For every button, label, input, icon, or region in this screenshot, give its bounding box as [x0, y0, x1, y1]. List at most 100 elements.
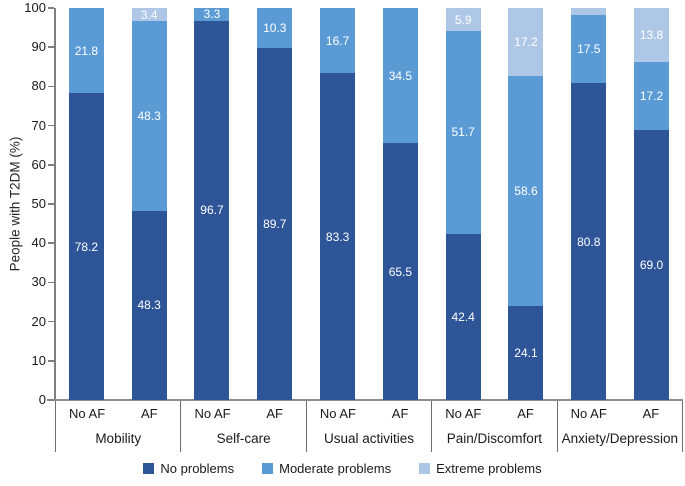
segment-value-label: 3.4: [140, 7, 158, 22]
legend-label-no-problems: No problems: [160, 460, 235, 476]
legend: No problems Moderate problems Extreme prob…: [0, 458, 685, 478]
bar-group-self-care: 96.7 3.3 89.7 10.3: [181, 8, 307, 400]
segment-no-problems: 80.8: [571, 83, 607, 400]
bar-group-usual-activities: 83.3 16.7 65.5 34.5: [306, 8, 432, 400]
segment-value-label: 65.5: [388, 264, 413, 279]
legend-label-moderate-problems: Moderate problems: [279, 460, 392, 476]
segment-value-label: 10.3: [263, 21, 287, 36]
y-tick-mark: [48, 360, 54, 362]
segment-extreme-problems: 17.2: [508, 8, 544, 76]
y-tick-mark: [48, 85, 54, 88]
y-tick-mark: [48, 242, 54, 244]
x-axis-line: [47, 399, 683, 401]
y-tick-label: 40: [31, 235, 46, 251]
segment-extreme-problems: [571, 8, 607, 15]
bar-sublabel-row: No AF AF: [558, 401, 682, 425]
segment-no-problems: 89.7: [257, 48, 293, 400]
bar-group-mobility: 78.2 21.8 48.3 48.3 3.4: [55, 8, 181, 400]
bar-group-pain-discomfort: 42.4 51.7 5.9 24.1 58.6 17.2: [432, 8, 558, 400]
legend-item-extreme-problems: Extreme problems: [419, 460, 542, 476]
segment-value-label: 78.2: [74, 239, 99, 254]
y-tick-label: 0: [38, 392, 46, 407]
segment-moderate-problems: 48.3: [131, 21, 167, 211]
bar-sublabel-pain-discomfort-af: AF: [517, 405, 534, 421]
segment-no-problems: 42.4: [445, 233, 481, 400]
bar-sublabel-usual-activities-no-af: No AF: [319, 405, 356, 421]
y-tick-label: 10: [31, 352, 46, 368]
segment-value-label: 17.5: [577, 41, 601, 56]
bar-sublabel-row: No AF AF: [432, 401, 556, 425]
y-tick-mark: [48, 281, 54, 284]
segment-moderate-problems: 17.5: [571, 14, 607, 84]
segment-no-problems: 96.7: [194, 20, 230, 400]
segment-value-label: 5.9: [454, 12, 472, 27]
bar-anxiety-depression-af: 69.0 17.2 13.8: [634, 8, 670, 400]
segment-value-label: 96.7: [200, 203, 224, 218]
segment-no-problems: 69.0: [634, 129, 670, 400]
bar-anxiety-depression-no-af: 80.8 17.5: [571, 8, 607, 400]
segment-value-label: 89.7: [263, 217, 287, 232]
y-tick-label: 60: [31, 156, 46, 172]
bar-group-anxiety-depression: 80.8 17.5 69.0 17.2 13.8: [557, 8, 683, 400]
segment-value-label: 16.7: [325, 33, 350, 48]
segment-value-label: 58.6: [514, 183, 538, 198]
segment-value-label: 34.5: [388, 68, 413, 83]
legend-swatch-extreme-problems: [419, 462, 431, 474]
bar-sublabel-pain-discomfort-no-af: No AF: [445, 405, 482, 421]
legend-item-no-problems: No problems: [143, 461, 234, 476]
y-tick-mark: [48, 203, 54, 205]
bar-sublabel-self-care-no-af: No AF: [194, 405, 231, 421]
y-tick-mark: [48, 164, 54, 166]
segment-moderate-problems: 51.7: [445, 31, 481, 234]
bar-sublabel-anxiety-depression-no-af: No AF: [570, 405, 607, 421]
segment-value-label: 17.2: [639, 88, 664, 103]
segment-no-problems: 48.3: [131, 210, 167, 400]
bar-mobility-no-af: 78.2 21.8: [68, 8, 104, 400]
bar-sublabel-row: No AF AF: [181, 401, 305, 425]
segment-value-label: 48.3: [137, 298, 161, 313]
group-label-usual-activities: Usual activities: [324, 431, 415, 446]
segment-value-label: 51.7: [451, 125, 475, 140]
y-tick-label: 80: [31, 78, 46, 94]
x-group-anxiety-depression: No AF AF Anxiety/Depression: [558, 401, 684, 452]
y-tick-label: 90: [31, 39, 46, 55]
y-tick-label: 100: [24, 0, 46, 15]
bar-mobility-af: 48.3 48.3 3.4: [131, 7, 167, 400]
bar-usual-activities-no-af: 83.3 16.7: [320, 8, 356, 400]
bar-pain-discomfort-no-af: 42.4 51.7 5.9: [445, 8, 481, 400]
group-label-mobility: Mobility: [95, 431, 142, 446]
segment-no-problems: 78.2: [68, 93, 104, 400]
legend-label-extreme-problems: Extreme problems: [436, 460, 542, 476]
segment-moderate-problems: 17.2: [634, 62, 670, 130]
segment-extreme-problems: 5.9: [445, 8, 481, 32]
bar-sublabel-row: No AF AF: [307, 401, 431, 425]
segment-value-label: 24.1: [514, 345, 538, 360]
bar-sublabel-self-care-af: AF: [266, 405, 284, 421]
bar-self-care-no-af: 96.7 3.3: [194, 8, 230, 400]
legend-swatch-moderate-problems: [262, 462, 274, 474]
bar-sublabel-usual-activities-af: AF: [391, 405, 409, 421]
x-group-mobility: No AF AF Mobility: [55, 401, 182, 452]
bar-sublabel-anxiety-depression-af: AF: [642, 405, 660, 421]
y-axis-line: [54, 8, 56, 401]
y-tick-mark: [48, 399, 54, 401]
bar-sublabel-mobility-af: AF: [140, 405, 158, 421]
segment-value-label: 21.8: [74, 43, 99, 58]
bar-sublabel-mobility-no-af: No AF: [69, 405, 106, 421]
segment-value-label: 80.8: [577, 234, 601, 249]
segment-extreme-problems: 13.8: [634, 8, 670, 63]
segment-no-problems: 65.5: [382, 143, 418, 400]
segment-moderate-problems: 21.8: [68, 8, 104, 94]
segment-no-problems: 24.1: [508, 305, 544, 400]
segment-moderate-problems: 16.7: [320, 8, 356, 74]
bar-usual-activities-af: 65.5 34.5: [382, 8, 418, 400]
bar-pain-discomfort-af: 24.1 58.6 17.2: [508, 8, 544, 400]
segment-value-label: 48.3: [137, 109, 161, 123]
x-group-usual-activities: No AF AF Usual activities: [307, 401, 433, 452]
y-tick-mark: [48, 46, 54, 48]
segment-moderate-problems: 34.5: [382, 8, 418, 144]
y-tick-mark: [48, 320, 54, 323]
group-label-anxiety-depression: Anxiety/Depression: [561, 431, 678, 446]
x-group-pain-discomfort: No AF AF Pain/Discomfort: [432, 401, 558, 452]
